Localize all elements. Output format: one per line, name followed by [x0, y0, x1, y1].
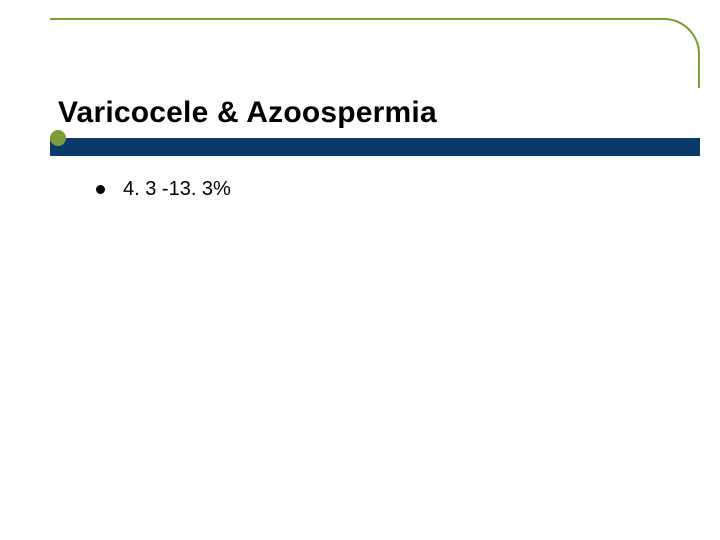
- bullet-text: 4. 3 -13. 3%: [123, 176, 231, 202]
- accent-dot: [50, 130, 66, 146]
- decorative-top-border: [50, 18, 700, 88]
- title-underline-bar: [50, 138, 700, 156]
- list-item: 4. 3 -13. 3%: [96, 176, 660, 202]
- bullet-icon: [96, 185, 105, 194]
- slide: Varicocele & Azoospermia 4. 3 -13. 3%: [0, 0, 720, 540]
- bullet-list: 4. 3 -13. 3%: [96, 176, 660, 216]
- slide-title: Varicocele & Azoospermia: [58, 96, 437, 130]
